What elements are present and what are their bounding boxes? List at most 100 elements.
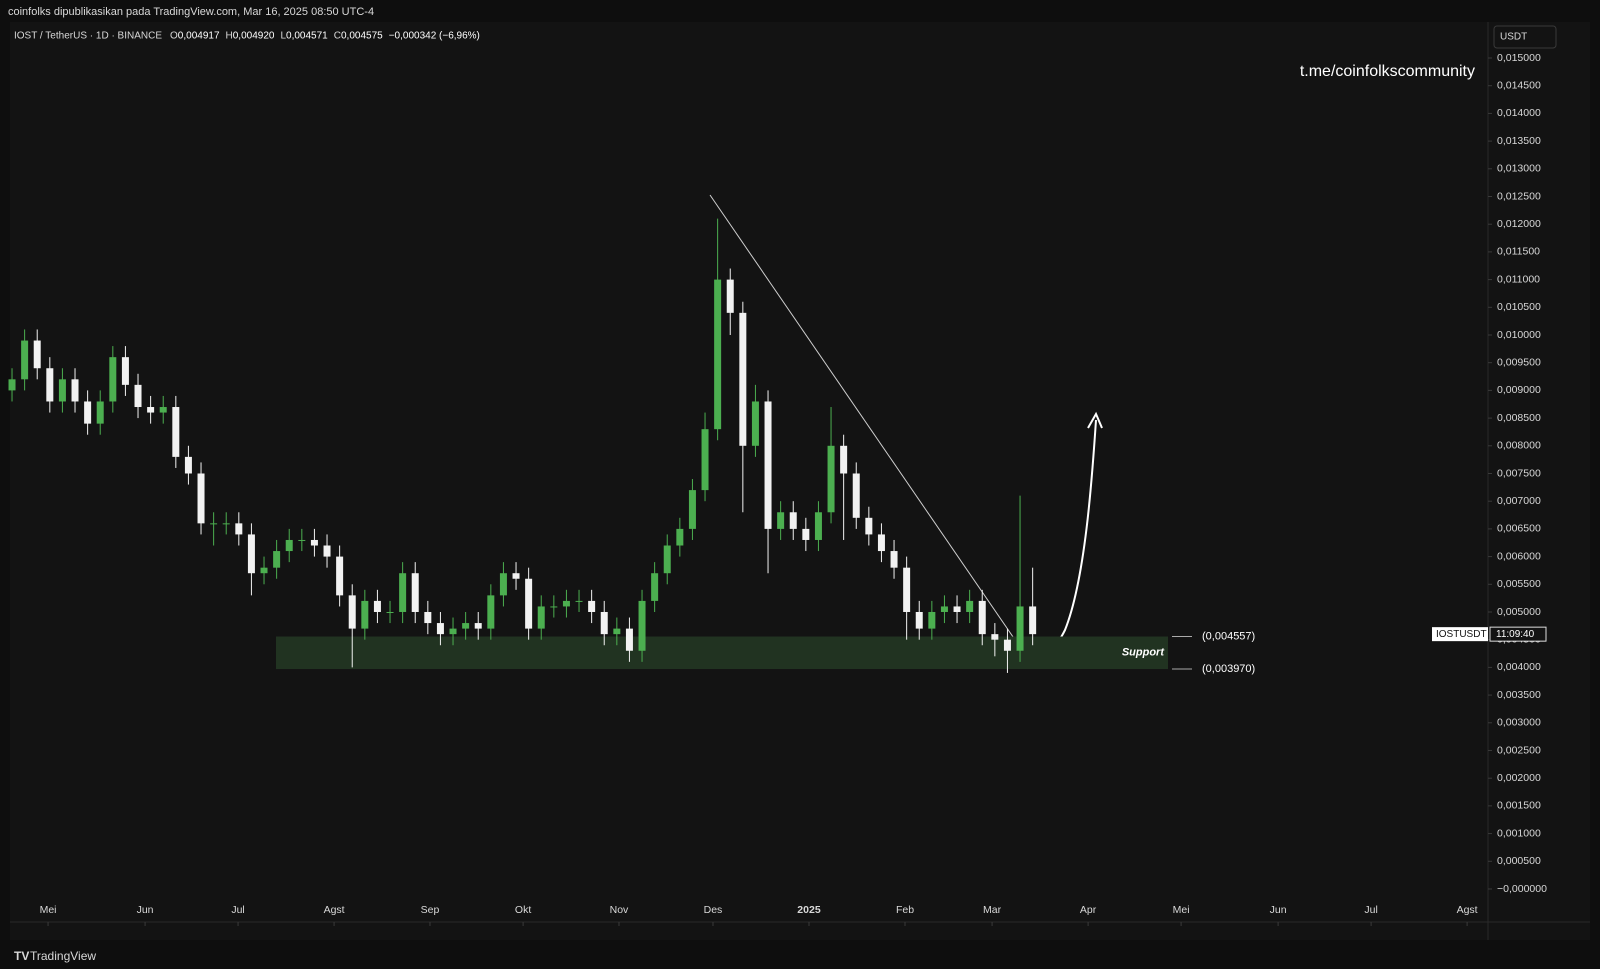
candle-body [550, 606, 558, 608]
candle-body [928, 611, 936, 629]
candle-body [651, 573, 659, 601]
candle-body [663, 545, 671, 574]
candle-body [739, 312, 747, 446]
candle-body [197, 473, 205, 524]
candle-body [487, 595, 495, 629]
symbol: IOST / TetherUS · 1D · BINANCE [14, 31, 162, 42]
x-tick-label: Jul [1364, 904, 1377, 916]
y-tick-label: 0,002500 [1497, 744, 1541, 756]
zone-value-label: (0,003970) [1202, 663, 1255, 675]
x-tick-label: Des [704, 904, 723, 916]
y-tick-label: 0,006500 [1497, 523, 1541, 535]
candle-body [525, 578, 533, 629]
candle-body [436, 623, 444, 635]
arrow-head [1087, 411, 1103, 429]
candle-body [915, 611, 923, 629]
zone-label: Support [1122, 647, 1165, 659]
y-tick-label: 0,006000 [1497, 550, 1541, 562]
x-tick-label: Agst [1457, 904, 1478, 916]
candle-body [638, 600, 646, 651]
y-tick-label: 0,009500 [1497, 356, 1541, 368]
candle-body [903, 567, 911, 612]
y-tick-label: 0,005500 [1497, 578, 1541, 590]
candle-body [877, 534, 885, 552]
x-tick-label: Jun [137, 904, 154, 916]
candle-body [777, 512, 785, 529]
candle-body [474, 623, 482, 629]
candle-body [222, 523, 230, 525]
x-tick-label: Mei [1173, 904, 1190, 916]
y-tick-label: 0,001500 [1497, 800, 1541, 812]
trend-line [709, 194, 1023, 651]
candle-body [940, 606, 948, 612]
candle-body [1003, 639, 1011, 651]
candle-body [688, 490, 696, 529]
ohlc-key: H [226, 31, 233, 42]
candle-body [46, 368, 54, 402]
candle-body [562, 600, 570, 607]
x-tick-label: Apr [1080, 904, 1097, 916]
candle-body [411, 573, 419, 612]
y-tick-label: 0,010500 [1497, 301, 1541, 313]
candle-body [840, 445, 848, 474]
y-tick-label: 0,007500 [1497, 467, 1541, 479]
candle-body [273, 551, 281, 568]
candle-body [386, 611, 394, 613]
x-tick-label: Jun [1270, 904, 1287, 916]
candle-body [71, 379, 79, 402]
candle-body [714, 279, 722, 430]
currency-box [1493, 25, 1557, 49]
candle-body [726, 279, 734, 313]
candle-body [336, 556, 344, 596]
candle-body [33, 340, 41, 369]
price-tag-countdown: 11:09:40 [1496, 629, 1535, 640]
y-tick-label: 0,001000 [1497, 827, 1541, 839]
footer-brand: TradingView [30, 949, 96, 963]
y-tick-label: 0,009000 [1497, 384, 1541, 396]
candle-body [537, 606, 545, 629]
ohlc-value: 0,004917 [178, 31, 220, 42]
candle-body [852, 473, 860, 518]
candle-body [361, 600, 369, 629]
candle-body [499, 573, 507, 596]
y-tick-label: 0,012000 [1497, 218, 1541, 230]
y-tick-label: 0,013000 [1497, 163, 1541, 175]
currency: USDT [1500, 32, 1527, 43]
candle-body [625, 628, 633, 651]
y-tick-label: 0,010000 [1497, 329, 1541, 341]
zone-value-label: (0,004557) [1202, 630, 1255, 642]
ohlc-change: −0,000342 (−6,96%) [389, 31, 480, 42]
support-zone [276, 636, 1168, 670]
candle-body [298, 539, 306, 541]
candle-body [247, 534, 255, 574]
ohlc-value: 0,004575 [341, 31, 383, 42]
candle-body [978, 600, 986, 635]
candle-body [890, 551, 898, 568]
y-tick-label: 0,014500 [1497, 79, 1541, 91]
candle-body [512, 573, 520, 579]
candle-body [865, 517, 873, 535]
candle-body [701, 429, 709, 491]
y-tick-label: 0,014000 [1497, 107, 1541, 119]
candle-body [159, 407, 167, 413]
x-tick-label: Jul [231, 904, 244, 916]
y-tick-label: 0,004000 [1497, 661, 1541, 673]
candle-body [373, 600, 381, 612]
y-tick-label: 0,005000 [1497, 606, 1541, 618]
candle-body [172, 407, 180, 457]
candle-body [58, 379, 66, 402]
candle-body [310, 539, 318, 546]
candle-body [8, 379, 16, 391]
candle-body [96, 401, 104, 424]
candle-body [121, 357, 129, 385]
candle-body [789, 512, 797, 529]
candle-body [462, 623, 470, 629]
candle-body [260, 567, 268, 574]
y-tick-label: 0,002000 [1497, 772, 1541, 784]
ohlc-key: C [334, 31, 341, 42]
x-tick-label: Sep [421, 904, 440, 916]
candle-body [991, 634, 999, 640]
x-tick-label: Mei [40, 904, 57, 916]
ohlc-key: O [170, 31, 178, 42]
